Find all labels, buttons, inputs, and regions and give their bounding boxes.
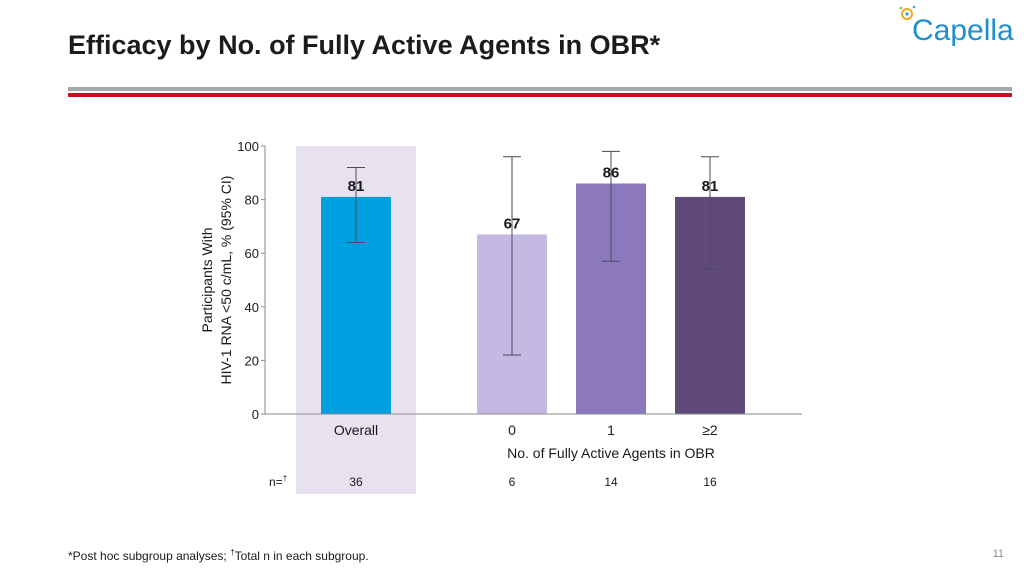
bar-chart: Participants With HIV-1 RNA <50 c/mL, % …	[199, 139, 802, 494]
n-value: 6	[509, 475, 516, 489]
x-tick-label: Overall	[334, 422, 378, 438]
n-label-sup: †	[283, 474, 287, 483]
n-value: 16	[703, 475, 717, 489]
bars	[321, 183, 745, 414]
n-value: 36	[349, 475, 363, 489]
y-axis-title-line-2: HIV-1 RNA <50 c/mL, % (95% CI)	[218, 176, 234, 385]
footnote-text-1: *Post hoc subgroup analyses;	[68, 549, 231, 563]
value-label: 67	[504, 215, 521, 232]
x-tick-labels: Overall 0 1 ≥2	[334, 422, 718, 438]
n-values: 36 6 14 16	[349, 475, 717, 489]
capella-logo: Capella	[899, 5, 1014, 47]
y-tick-label: 100	[237, 139, 259, 154]
title-rule-red	[68, 93, 1012, 97]
footnote: *Post hoc subgroup analyses; †Total n in…	[68, 548, 369, 563]
page-number: 11	[992, 548, 1004, 560]
n-label: n=†	[269, 474, 287, 489]
x-axis-title: No. of Fully Active Agents in OBR	[507, 445, 715, 461]
logo-text: Capella	[912, 14, 1014, 47]
y-tick-label: 80	[245, 193, 259, 208]
y-tick-label: 60	[245, 246, 259, 261]
error-bars	[347, 150, 719, 356]
value-label: 86	[603, 165, 620, 182]
y-tick-label: 0	[252, 407, 259, 422]
value-label: 81	[348, 178, 365, 195]
y-tick-label: 40	[245, 300, 259, 315]
footnote-text-2: Total n in each subgroup.	[234, 549, 369, 563]
footnote-dagger: †	[230, 548, 235, 557]
value-label: 81	[702, 178, 719, 195]
x-tick-label: 0	[508, 422, 516, 438]
x-tick-label: ≥2	[702, 422, 718, 438]
y-axis-title: Participants With HIV-1 RNA <50 c/mL, % …	[199, 176, 234, 385]
y-axis-title-line-1: Participants With	[199, 227, 215, 332]
x-tick-label: 1	[607, 422, 615, 438]
title-rule-gray	[68, 87, 1012, 91]
n-value: 14	[604, 475, 618, 489]
slide-title: Efficacy by No. of Fully Active Agents i…	[68, 30, 661, 60]
capella-logo-icon	[899, 5, 916, 20]
value-labels: 81 67 86 81	[348, 165, 719, 233]
y-axis: 0 20 40 60 80 100	[237, 139, 266, 422]
n-label-text: n=	[269, 475, 283, 489]
y-tick-label: 20	[245, 353, 259, 368]
